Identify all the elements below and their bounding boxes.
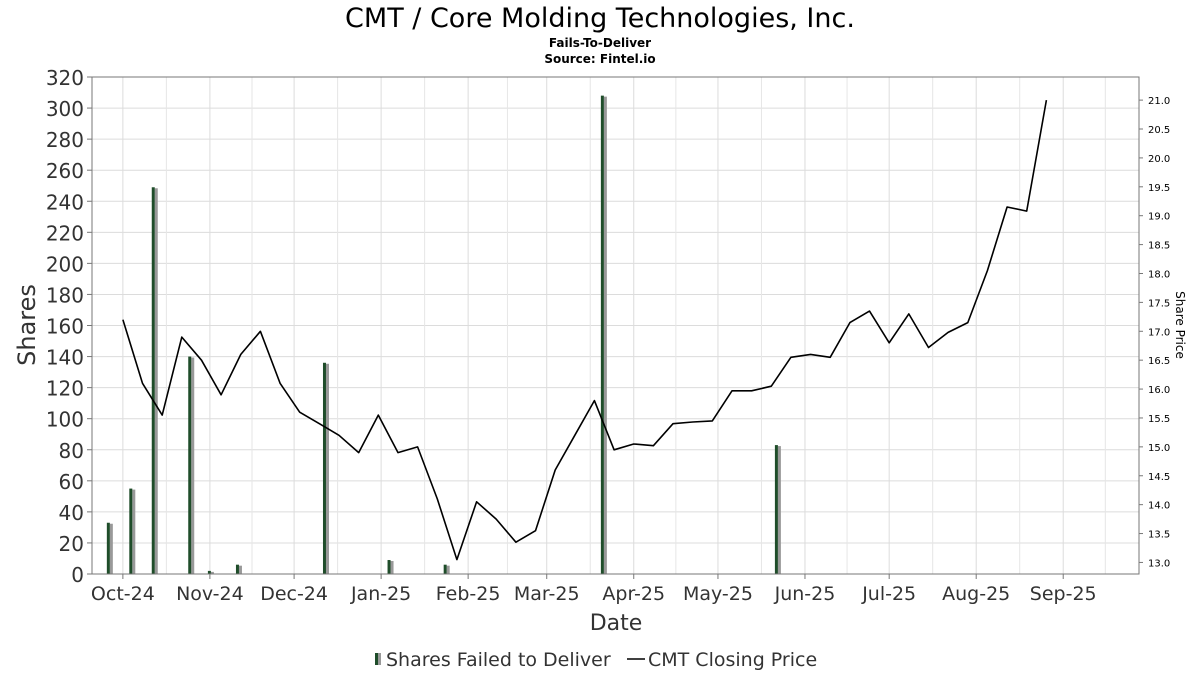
x-tick-label: Jan-25 (350, 583, 411, 605)
closing-price-line (122, 99, 1048, 561)
y-tick-label: 180 (46, 283, 84, 307)
y-tick-label: 100 (46, 408, 84, 432)
y2-tick-label: 15.0 (1148, 443, 1170, 454)
fails-bar (387, 560, 391, 574)
fails-bar (600, 95, 604, 574)
fails-bar (151, 187, 155, 574)
y-tick-label: 300 (46, 97, 84, 121)
fails-bar-shadow (109, 523, 113, 574)
x-tick-label: Nov-24 (176, 583, 244, 605)
line-layer (122, 99, 1048, 561)
legend-bar-swatch (375, 653, 378, 665)
fails-bar (129, 488, 133, 574)
y-axis-ticks: 0 20 40 60 80 100 120 140 160 180 200 220 240 260 280 3… (46, 66, 92, 587)
fails-bar-shadow (191, 357, 195, 574)
chart-source: Source: Fintel.io (544, 52, 655, 66)
grid-layer (92, 76, 1139, 575)
x-axis-ticks: Oct-24 Nov-24 Dec-24 Jan-25 Feb-25 Mar-25 Apr-… (91, 574, 1097, 605)
fails-bar-shadow (132, 489, 136, 574)
y2-tick-label: 13.5 (1148, 530, 1170, 541)
y2-tick-label: 20.0 (1148, 154, 1170, 165)
y2-tick-label: 18.0 (1148, 269, 1170, 280)
y-tick-label: 160 (46, 315, 84, 339)
y2-tick-label: 15.5 (1148, 414, 1170, 425)
legend: Shares Failed to Deliver CMT Closing Pri… (375, 649, 817, 671)
x-tick-label: Jun-25 (774, 583, 836, 605)
x-tick-label: Oct-24 (91, 583, 155, 605)
y-tick-label: 240 (46, 190, 84, 214)
x-axis-label: Date (590, 611, 643, 636)
y-tick-label: 200 (46, 252, 84, 276)
fails-bar (207, 570, 211, 574)
legend-bar-swatch-shadow (378, 653, 381, 665)
y-tick-label: 0 (71, 563, 84, 587)
fails-bar (322, 362, 326, 574)
x-tick-label: Jul-25 (861, 583, 916, 605)
y2-tick-label: 13.0 (1148, 558, 1170, 569)
y2-axis-ticks: 13.0 13.5 14.0 14.5 15.0 15.5 16.0 16.5 17.0 17.5… (1139, 96, 1170, 569)
x-tick-label: Aug-25 (942, 583, 1010, 605)
x-tick-label: Mar-25 (514, 583, 580, 605)
x-tick-label: May-25 (683, 583, 753, 605)
y-tick-label: 280 (46, 128, 84, 152)
fails-bar (235, 564, 239, 574)
fails-bar-shadow (390, 561, 394, 574)
x-tick-label: Feb-25 (436, 583, 501, 605)
y2-tick-label: 16.0 (1148, 385, 1170, 396)
y-tick-label: 60 (59, 470, 84, 494)
fails-bar-shadow (777, 446, 781, 574)
fails-bar-shadow (446, 565, 450, 574)
fails-bar (443, 564, 447, 574)
y-tick-label: 260 (46, 159, 84, 183)
y-tick-label: 140 (46, 346, 84, 370)
y2-tick-label: 17.5 (1148, 298, 1170, 309)
y-tick-label: 80 (59, 439, 84, 463)
fails-bar (106, 522, 110, 574)
fails-bar (188, 356, 192, 574)
fails-bar-shadow (154, 188, 158, 574)
bar-layer (106, 95, 781, 574)
chart-subtitle: Fails-To-Deliver (549, 36, 651, 50)
y-tick-label: 220 (46, 221, 84, 245)
legend-line-label: CMT Closing Price (648, 649, 817, 671)
chart-title: CMT / Core Molding Technologies, Inc. (345, 3, 855, 34)
y2-tick-label: 14.5 (1148, 472, 1170, 483)
x-tick-label: Apr-25 (602, 583, 665, 605)
legend-bar-label: Shares Failed to Deliver (386, 649, 611, 671)
y-axis-label: Shares (13, 284, 41, 366)
x-tick-label: Sep-25 (1030, 583, 1097, 605)
fails-bar-shadow (238, 565, 242, 574)
y2-tick-label: 18.5 (1148, 241, 1170, 252)
y-tick-label: 40 (59, 501, 84, 525)
y2-axis-label: Share Price (1173, 291, 1187, 359)
y2-tick-label: 19.5 (1148, 183, 1170, 194)
fails-bar-shadow (210, 571, 214, 574)
y2-tick-label: 21.0 (1148, 96, 1170, 107)
x-tick-label: Dec-24 (260, 583, 328, 605)
y2-tick-label: 20.5 (1148, 125, 1170, 136)
y2-tick-label: 19.0 (1148, 212, 1170, 223)
fails-bar-shadow (325, 363, 329, 574)
y2-tick-label: 17.0 (1148, 327, 1170, 338)
y-tick-label: 120 (46, 377, 84, 401)
y-tick-label: 320 (46, 66, 84, 90)
y2-tick-label: 14.0 (1148, 501, 1170, 512)
fails-bar (774, 445, 778, 574)
fails-bar-shadow (603, 96, 607, 574)
y2-tick-label: 16.5 (1148, 356, 1170, 367)
y-tick-label: 20 (59, 532, 84, 556)
